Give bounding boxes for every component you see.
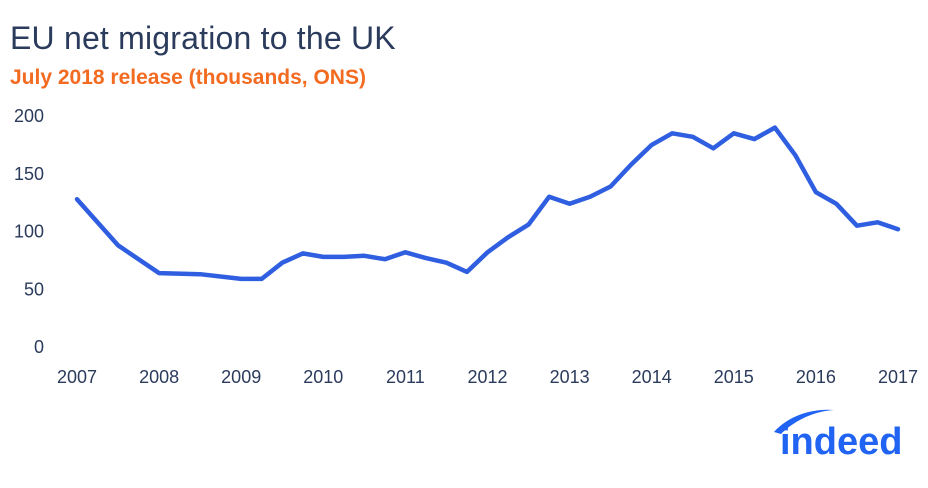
chart-title: EU net migration to the UK	[10, 20, 396, 56]
series-line-0	[74, 125, 901, 282]
x-tick-label: 2009	[221, 367, 261, 387]
indeed-logo: indeed	[774, 409, 902, 463]
chart-subtitle: July 2018 release (thousands, ONS)	[10, 66, 366, 89]
y-tick-label: 100	[14, 222, 44, 242]
y-tick-label: 0	[34, 337, 44, 357]
x-tick-label: 2008	[139, 367, 179, 387]
indeed-logo-swoosh	[774, 409, 834, 434]
y-tick-label: 200	[14, 106, 44, 126]
x-tick-label: 2014	[632, 367, 672, 387]
x-tick-label: 2010	[303, 367, 343, 387]
x-tick-label: 2017	[878, 367, 918, 387]
x-tick-label: 2011	[386, 367, 425, 387]
x-tick-label: 2012	[467, 367, 507, 387]
x-tick-label: 2015	[714, 367, 754, 387]
x-tick-label: 2007	[57, 367, 97, 387]
y-tick-label: 150	[14, 164, 44, 184]
series-group	[74, 125, 901, 282]
x-tick-label: 2013	[550, 367, 590, 387]
y-tick-label: 50	[24, 279, 44, 299]
y-axis-ticks: 0 50 100 150 200	[14, 106, 44, 357]
x-axis-ticks: 2007 2008 2009 2010 2011 2012 2013 2014 2015 2016…	[57, 367, 918, 387]
indeed-logo-text: indeed	[780, 421, 902, 463]
x-tick-label: 2016	[796, 367, 836, 387]
